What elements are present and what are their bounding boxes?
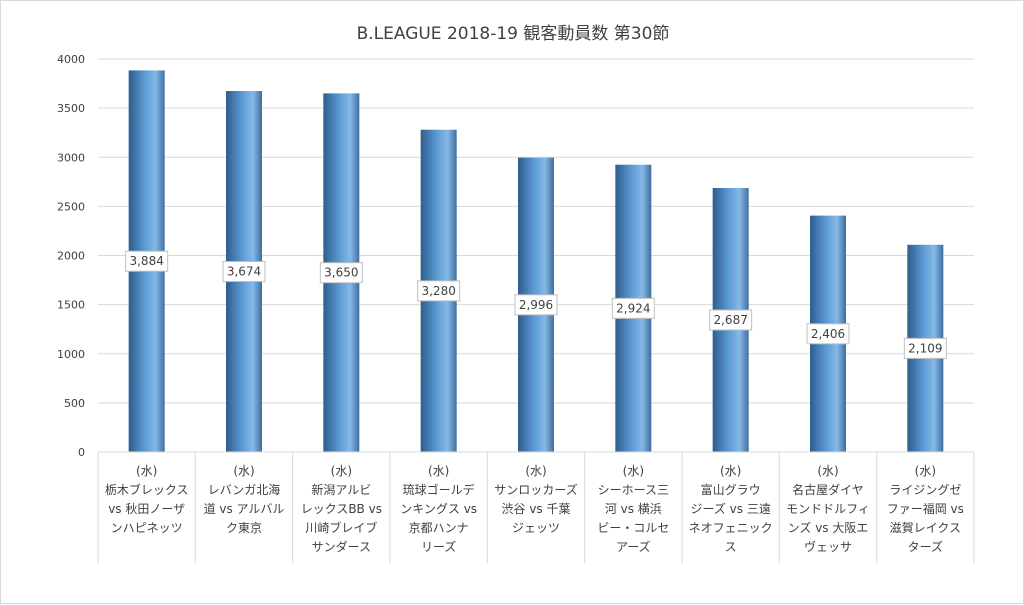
- data-label: 3,884: [125, 250, 169, 272]
- category-label-line: 琉球ゴールデ: [403, 482, 475, 497]
- data-labels: 3,884 3,674 3,650 3,280 2,996 2,924 2,687 2,406…: [125, 250, 947, 359]
- category-label-line: ジーズ vs 三遠: [690, 501, 770, 516]
- data-label-box: [125, 250, 169, 272]
- category-label-line: (水): [525, 464, 546, 478]
- y-tick-label: 500: [64, 397, 85, 410]
- y-axis-ticks: 0 500 1000 1500 2000 2500 3000 3500 4000: [57, 53, 85, 459]
- category-label-line: サンダース: [312, 539, 371, 554]
- category-label-line: (水): [817, 464, 838, 478]
- data-label-text: 2,406: [811, 327, 845, 341]
- category-label-line: サンロッカーズ: [494, 482, 577, 497]
- category-label-line: アーズ: [616, 539, 651, 554]
- data-label-box: [319, 262, 363, 284]
- y-tick-label: 2500: [57, 200, 85, 213]
- data-label-text: 2,687: [713, 313, 747, 327]
- data-label-text: 3,650: [324, 266, 358, 280]
- category-label-line: ス: [725, 540, 737, 554]
- category-label-line: 河 vs 横浜: [605, 502, 662, 516]
- data-label: 3,674: [222, 261, 266, 283]
- y-tick-label: 4000: [57, 53, 85, 66]
- category-label-line: ネオフェニック: [689, 521, 773, 535]
- data-label-text: 2,996: [519, 298, 553, 312]
- category-label-line: ターズ: [908, 539, 943, 554]
- category-label-line: レバンガ北海: [208, 482, 281, 497]
- data-label-box: [514, 294, 558, 316]
- category-label-line: 新潟アルビ: [311, 482, 371, 497]
- category-label-line: 栃木ブレックス: [105, 482, 189, 497]
- data-label-box: [417, 280, 461, 302]
- category-label-line: ファー福岡 vs: [887, 501, 964, 516]
- data-label: 2,109: [903, 337, 947, 359]
- data-label: 2,924: [611, 297, 655, 319]
- category-label-line: (水): [136, 464, 157, 478]
- category-label-line: ク東京: [226, 521, 262, 535]
- data-label-box: [806, 323, 850, 345]
- y-tick-label: 1500: [57, 299, 85, 312]
- category-label-line: レックスBB vs: [301, 502, 382, 516]
- data-label-box: [222, 261, 266, 283]
- category-label-line: 滋賀レイクス: [890, 521, 961, 535]
- data-label: 3,650: [319, 262, 363, 284]
- category-label-line: モンドドルフィ: [786, 502, 870, 516]
- category-label-line: 川崎ブレイブ: [305, 520, 377, 535]
- y-tick-label: 3500: [57, 102, 85, 115]
- y-tick-label: 0: [78, 446, 85, 459]
- data-label-text: 2,924: [616, 301, 650, 315]
- data-label-box: [903, 337, 947, 359]
- category-label-line: (水): [331, 464, 352, 478]
- data-label: 2,687: [709, 309, 753, 331]
- category-label-line: ビー・コルセ: [597, 521, 669, 535]
- y-tick-label: 3000: [57, 151, 85, 164]
- y-tick-label: 1000: [57, 348, 85, 361]
- category-label-line: (水): [915, 464, 936, 478]
- category-label-line: ヴェッサ: [804, 539, 852, 554]
- data-label-text: 3,280: [421, 284, 455, 298]
- data-label: 2,996: [514, 294, 558, 316]
- data-label: 3,280: [417, 280, 461, 302]
- category-label-line: vs 秋田ノーザ: [108, 502, 185, 516]
- y-tick-label: 2000: [57, 250, 85, 263]
- category-label-line: リーズ: [421, 539, 456, 554]
- category-label-line: (水): [233, 464, 254, 478]
- data-label-box: [709, 309, 753, 331]
- category-label-line: ンハピネッツ: [111, 521, 183, 535]
- category-label-line: ンズ vs 大阪エ: [788, 520, 869, 535]
- chart-title: B.LEAGUE 2018-19 観客動員数 第30節: [357, 24, 670, 44]
- category-label-line: ライジングゼ: [889, 483, 961, 497]
- data-label: 2,406: [806, 323, 850, 345]
- category-label-line: 京都ハンナ: [409, 521, 469, 535]
- x-axis: [97, 451, 975, 563]
- category-label-line: 名古屋ダイヤ: [792, 482, 864, 497]
- category-label-line: 富山グラウ: [701, 482, 761, 497]
- category-label-line: 渋谷 vs 千葉: [502, 502, 571, 516]
- category-label-line: 道 vs アルバル: [204, 502, 285, 516]
- data-label-text: 3,884: [129, 254, 163, 268]
- category-label-line: (水): [720, 464, 741, 478]
- category-label-line: ンキングス vs: [400, 502, 477, 516]
- data-label-text: 3,674: [227, 265, 261, 279]
- category-label-line: (水): [428, 464, 449, 478]
- category-label-line: (水): [623, 464, 644, 478]
- category-label-line: ジェッツ: [512, 521, 560, 535]
- category-label-line: シーホース三: [598, 483, 669, 497]
- data-label-text: 2,109: [908, 341, 942, 355]
- data-label-box: [611, 297, 655, 319]
